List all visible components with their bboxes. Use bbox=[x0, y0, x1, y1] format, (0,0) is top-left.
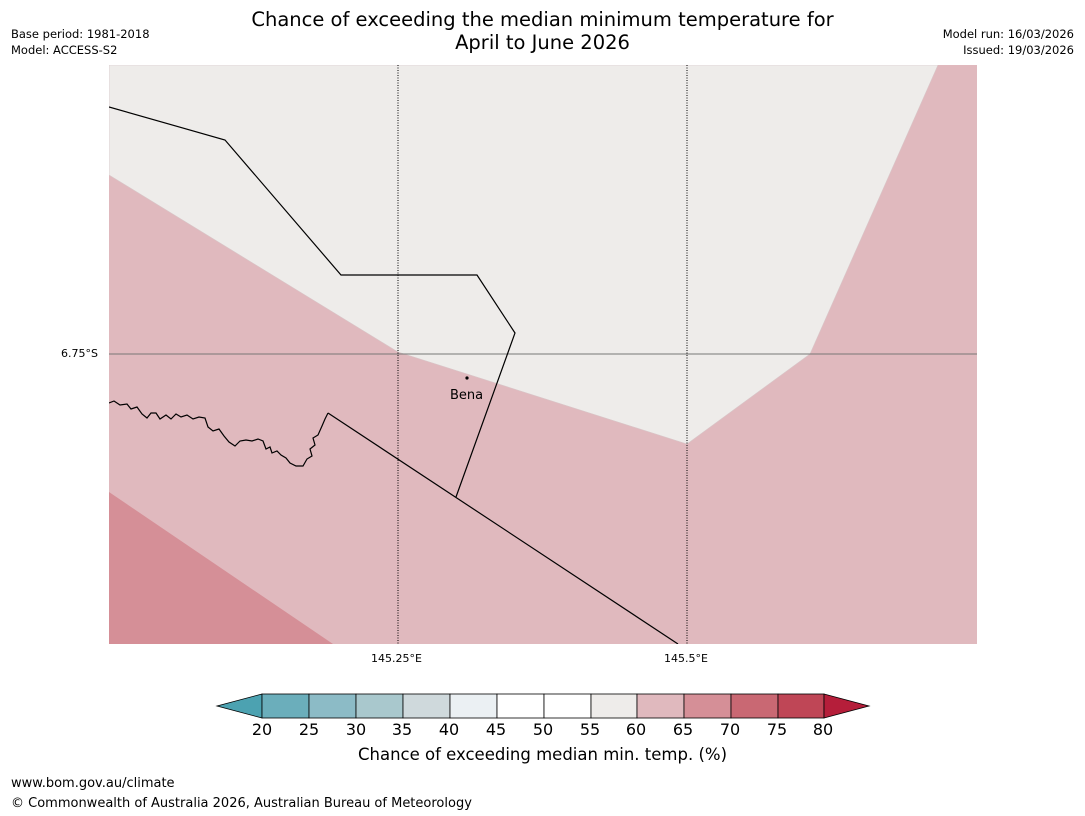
colorbar-bin-40 bbox=[449, 693, 498, 719]
colorbar-bin-65 bbox=[683, 693, 732, 719]
model-run: Model run: 16/03/2026 bbox=[942, 27, 1074, 41]
town-marker bbox=[465, 376, 469, 380]
region-55-60 bbox=[109, 65, 939, 445]
base-period: Base period: 1981-2018 bbox=[11, 27, 150, 41]
colorbar-tick-45: 45 bbox=[485, 720, 507, 739]
title-line-2: April to June 2026 bbox=[455, 31, 630, 54]
colorbar-tick-30: 30 bbox=[345, 720, 367, 739]
province-boundary-south bbox=[327, 412, 679, 644]
colorbar-bin-45 bbox=[496, 693, 545, 719]
river-boundary bbox=[109, 400, 329, 467]
title-line-1: Chance of exceeding the median minimum t… bbox=[251, 8, 834, 31]
colorbar-bin-60 bbox=[636, 693, 685, 719]
colorbar-bin-70 bbox=[730, 693, 779, 719]
province-boundary-north bbox=[109, 106, 516, 498]
colorbar-extend-low bbox=[215, 693, 263, 719]
colorbar bbox=[215, 693, 871, 719]
colorbar-bin-25 bbox=[308, 693, 357, 719]
colorbar-tick-80: 80 bbox=[812, 720, 834, 739]
footer-copyright: © Commonwealth of Australia 2026, Austra… bbox=[11, 796, 472, 811]
colorbar-tick-25: 25 bbox=[298, 720, 320, 739]
meta-right: Model run: 16/03/2026 Issued: 19/03/2026 bbox=[943, 26, 1074, 58]
colorbar-tick-35: 35 bbox=[391, 720, 413, 739]
colorbar-bin-75 bbox=[777, 693, 825, 719]
meta-left: Base period: 1981-2018 Model: ACCESS-S2 bbox=[11, 26, 150, 58]
colorbar-tick-70: 70 bbox=[719, 720, 741, 739]
town-label: Bena bbox=[450, 388, 484, 403]
colorbar-tick-65: 65 bbox=[672, 720, 694, 739]
model-name: Model: ACCESS-S2 bbox=[11, 43, 118, 57]
colorbar-tick-60: 60 bbox=[625, 720, 647, 739]
colorbar-bin-30 bbox=[355, 693, 404, 719]
colorbar-extend-high bbox=[823, 693, 871, 719]
lon-label-2: 145.5°E bbox=[664, 652, 708, 665]
colorbar-tick-40: 40 bbox=[438, 720, 460, 739]
colorbar-tick-75: 75 bbox=[766, 720, 788, 739]
colorbar-bin-50 bbox=[543, 693, 592, 719]
issued-date: Issued: 19/03/2026 bbox=[963, 43, 1074, 57]
lon-label-1: 145.25°E bbox=[371, 652, 422, 665]
map-title: Chance of exceeding the median minimum t… bbox=[0, 8, 1085, 54]
colorbar-tick-55: 55 bbox=[579, 720, 601, 739]
region-65-70 bbox=[109, 492, 333, 644]
colorbar-label: Chance of exceeding median min. temp. (%… bbox=[357, 745, 728, 764]
colorbar-bin-55 bbox=[590, 693, 638, 719]
colorbar-tick-50: 50 bbox=[532, 720, 554, 739]
colorbar-tick-20: 20 bbox=[251, 720, 273, 739]
colorbar-bin-35 bbox=[402, 693, 451, 719]
footer-url: www.bom.gov.au/climate bbox=[11, 776, 175, 791]
colorbar-bin-20 bbox=[261, 693, 310, 719]
lat-label: 6.75°S bbox=[61, 347, 98, 360]
